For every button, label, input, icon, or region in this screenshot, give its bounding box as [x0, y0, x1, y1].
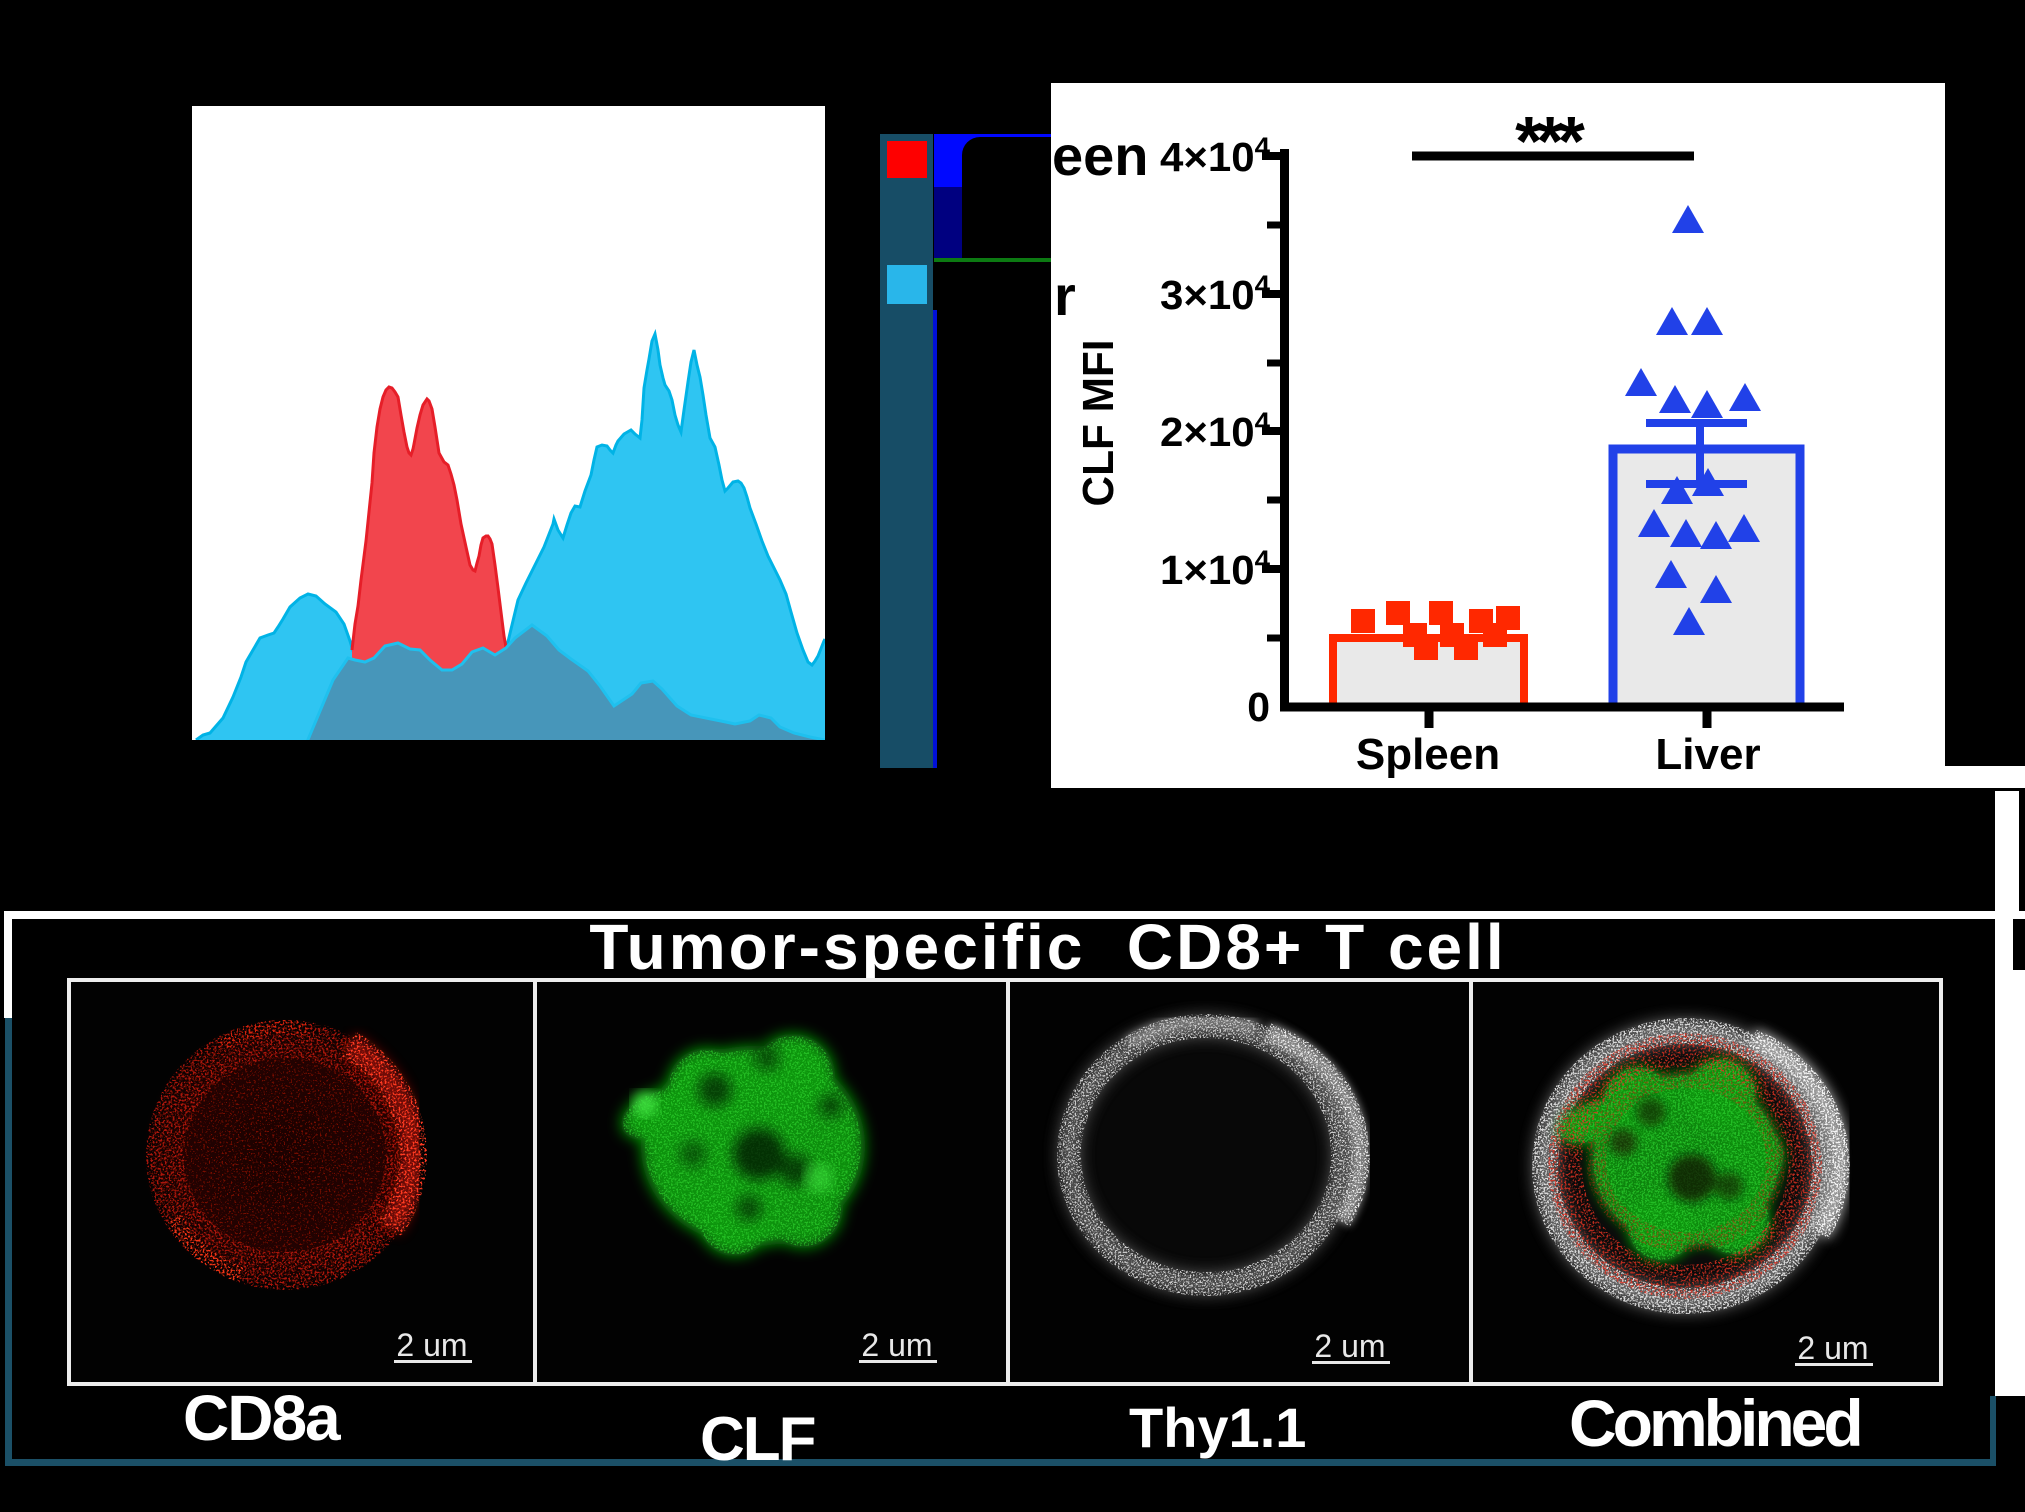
- svg-text:3×104: 3×104: [1160, 270, 1270, 318]
- svg-text:***: ***: [1515, 102, 1585, 180]
- svg-text:Liver: Liver: [1655, 730, 1760, 779]
- svg-text:4×104: 4×104: [1160, 132, 1270, 180]
- svg-text:0: 0: [1247, 684, 1270, 730]
- svg-text:Spleen: Spleen: [1356, 730, 1500, 779]
- svg-text:2×104: 2×104: [1160, 407, 1270, 455]
- svg-text:1×104: 1×104: [1160, 545, 1270, 593]
- svg-text:CLF MFI: CLF MFI: [1074, 340, 1123, 507]
